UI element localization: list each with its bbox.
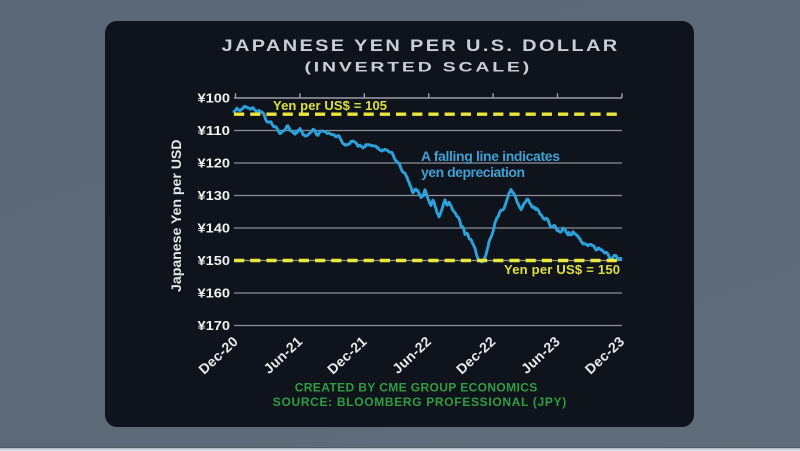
svg-text:Dec-23: Dec-23 [582, 333, 628, 377]
svg-text:Jun-21: Jun-21 [260, 333, 305, 377]
svg-text:¥170: ¥170 [198, 318, 231, 333]
svg-text:SOURCE: BLOOMBERG PROFESSIONAL: SOURCE: BLOOMBERG PROFESSIONAL (JPY) [273, 395, 566, 409]
svg-text:yen depreciation: yen depreciation [421, 164, 525, 180]
svg-text:¥110: ¥110 [198, 123, 231, 138]
svg-text:Jun-22: Jun-22 [389, 333, 434, 377]
svg-text:Dec-20: Dec-20 [195, 333, 241, 377]
svg-text:(INVERTED SCALE): (INVERTED SCALE) [305, 60, 533, 75]
svg-text:A falling line indicates: A falling line indicates [421, 148, 560, 164]
svg-text:JAPANESE YEN PER U.S. DOLLAR: JAPANESE YEN PER U.S. DOLLAR [222, 36, 620, 55]
svg-text:¥100: ¥100 [198, 90, 231, 105]
svg-text:Yen per US$ = 150: Yen per US$ = 150 [504, 262, 620, 277]
svg-text:Yen per US$ = 105: Yen per US$ = 105 [273, 98, 387, 113]
svg-text:Jun-23: Jun-23 [518, 333, 563, 377]
svg-text:Dec-22: Dec-22 [453, 333, 499, 377]
svg-text:Japanese Yen per USD: Japanese Yen per USD [169, 139, 185, 292]
svg-text:CREATED BY CME GROUP ECONOMICS: CREATED BY CME GROUP ECONOMICS [295, 381, 538, 395]
svg-text:¥150: ¥150 [198, 253, 231, 268]
svg-text:Dec-21: Dec-21 [324, 333, 370, 377]
svg-text:¥120: ¥120 [198, 155, 231, 170]
svg-text:¥140: ¥140 [198, 220, 231, 235]
svg-text:¥130: ¥130 [198, 188, 231, 203]
svg-text:¥160: ¥160 [198, 285, 231, 300]
